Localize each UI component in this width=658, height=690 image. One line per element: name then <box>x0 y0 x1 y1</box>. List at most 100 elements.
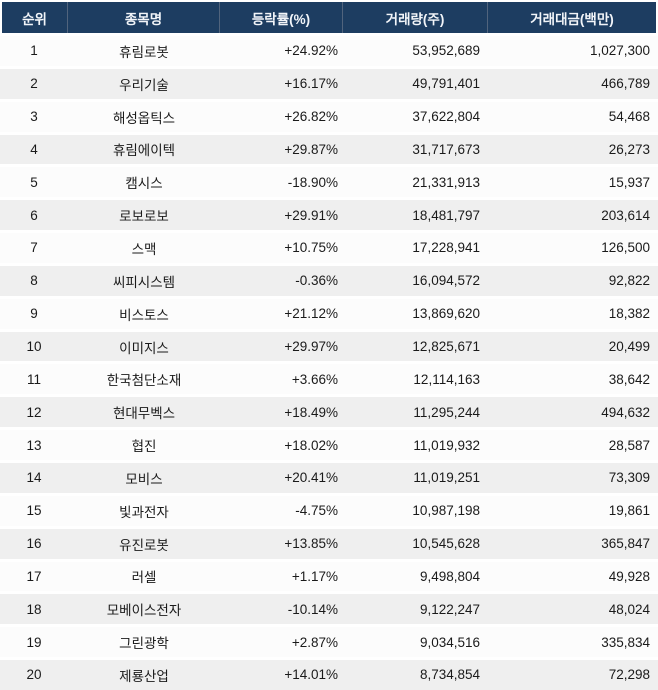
stock-name-cell: 스맥 <box>131 241 157 257</box>
rank-cell: 12 <box>26 404 42 420</box>
table-body: 1 휴림로봇 +24.92% 53,952,689 1,027,300 2 우리… <box>0 36 658 690</box>
rank-cell: 10 <box>26 339 42 355</box>
stock-name-cell: 모베이스전자 <box>106 603 182 619</box>
stock-name-cell: 비스토스 <box>119 307 169 323</box>
volume-cell: 11,295,244 <box>413 404 480 420</box>
trading-value-cell: 126,500 <box>601 240 650 256</box>
rank-cell: 17 <box>26 568 42 584</box>
table-row[interactable]: 11 한국첨단소재 +3.66% 12,114,163 38,642 <box>0 364 658 395</box>
volume-cell: 31,717,673 <box>412 141 480 157</box>
table-row[interactable]: 6 로보로보 +29.91% 18,481,797 203,614 <box>0 200 658 231</box>
trading-value-cell: 48,024 <box>608 601 650 617</box>
volume-cell: 17,228,941 <box>412 240 480 256</box>
table-row[interactable]: 9 비스토스 +21.12% 13,869,620 18,382 <box>0 298 658 329</box>
trading-value-cell: 72,298 <box>608 667 650 683</box>
table-row[interactable]: 14 모비스 +20.41% 11,019,251 73,309 <box>0 462 658 493</box>
change-rate-cell: +26.82% <box>284 109 338 125</box>
table-row[interactable]: 16 유진로봇 +13.85% 10,545,628 365,847 <box>0 528 658 559</box>
table-row[interactable]: 15 빛과전자 -4.75% 10,987,198 19,861 <box>0 495 658 526</box>
stock-name-cell: 휴림에이텍 <box>112 143 176 159</box>
stock-name-cell: 모비스 <box>125 471 163 487</box>
trading-value-cell: 54,468 <box>608 109 650 125</box>
change-rate-cell: +2.87% <box>291 634 338 650</box>
rank-cell: 19 <box>26 634 42 650</box>
trading-value-cell: 20,499 <box>608 339 650 355</box>
change-rate-cell: +29.87% <box>284 141 338 157</box>
rank-cell: 5 <box>30 174 38 190</box>
column-header-rank: 순위 <box>2 2 68 33</box>
table-row[interactable]: 2 우리기술 +16.17% 49,791,401 466,789 <box>0 68 658 99</box>
change-rate-cell: -18.90% <box>287 174 338 190</box>
rank-cell: 6 <box>30 207 38 223</box>
stock-name-cell: 씨피시스템 <box>112 274 176 290</box>
stock-name-cell: 협진 <box>131 439 157 455</box>
table-row[interactable]: 3 해성옵틱스 +26.82% 37,622,804 54,468 <box>0 101 658 132</box>
trading-value-cell: 19,861 <box>608 503 650 519</box>
volume-cell: 9,498,804 <box>419 568 480 584</box>
table-row[interactable]: 12 현대무벡스 +18.49% 11,295,244 494,632 <box>0 397 658 428</box>
rank-cell: 14 <box>26 470 42 486</box>
stock-name-cell: 현대무벡스 <box>112 406 176 422</box>
rank-cell: 9 <box>30 306 38 322</box>
change-rate-cell: +20.41% <box>284 470 338 486</box>
table-row[interactable]: 19 그린광학 +2.87% 9,034,516 335,834 <box>0 627 658 658</box>
change-rate-cell: +1.17% <box>291 568 338 584</box>
trading-value-cell: 28,587 <box>608 437 650 453</box>
table-row[interactable]: 5 캠시스 -18.90% 21,331,913 15,937 <box>0 167 658 198</box>
stock-name-cell: 유진로봇 <box>119 537 169 553</box>
change-rate-cell: +29.97% <box>284 339 338 355</box>
change-rate-cell: +14.01% <box>284 667 338 683</box>
trading-value-cell: 92,822 <box>608 273 650 289</box>
table-row[interactable]: 7 스맥 +10.75% 17,228,941 126,500 <box>0 233 658 263</box>
volume-cell: 13,869,620 <box>412 306 480 322</box>
stock-name-cell: 로보로보 <box>119 209 169 225</box>
column-header-change-rate: 등락률(%) <box>220 2 343 33</box>
table-row[interactable]: 10 이미지스 +29.97% 12,825,671 20,499 <box>0 331 658 362</box>
volume-cell: 9,034,516 <box>419 634 480 650</box>
table-row[interactable]: 13 협진 +18.02% 11,019,932 28,587 <box>0 430 658 460</box>
table-row[interactable]: 17 러셀 +1.17% 9,498,804 49,928 <box>0 561 658 592</box>
change-rate-cell: +18.49% <box>284 404 338 420</box>
rank-cell: 2 <box>30 76 38 92</box>
change-rate-cell: +10.75% <box>284 240 338 256</box>
rank-cell: 4 <box>30 141 38 157</box>
change-rate-cell: +24.92% <box>284 43 338 59</box>
trading-value-cell: 73,309 <box>608 470 650 486</box>
table-row[interactable]: 18 모베이스전자 -10.14% 9,122,247 48,024 <box>0 594 658 625</box>
volume-cell: 16,094,572 <box>412 273 480 289</box>
column-header-trading-value: 거래대금(백만) <box>530 11 614 27</box>
stock-name-cell: 한국첨단소재 <box>106 373 182 389</box>
table-row[interactable]: 4 휴림에이텍 +29.87% 31,717,673 26,273 <box>0 134 658 165</box>
stock-name-cell: 빛과전자 <box>119 504 169 520</box>
volume-cell: 10,545,628 <box>412 536 480 552</box>
change-rate-cell: +29.91% <box>284 207 338 223</box>
trading-value-cell: 466,789 <box>601 76 650 92</box>
column-header-volume: 거래량(주) <box>343 2 488 33</box>
column-header-stock-name: 종목명 <box>68 2 220 33</box>
trading-value-cell: 335,834 <box>601 634 650 650</box>
stock-name-cell: 우리기술 <box>119 77 169 93</box>
trading-value-cell: 49,928 <box>608 568 650 584</box>
stock-name-cell: 해성옵틱스 <box>112 110 176 126</box>
change-rate-cell: -0.36% <box>295 273 338 289</box>
volume-cell: 9,122,247 <box>419 601 480 617</box>
stock-name-cell: 이미지스 <box>119 340 169 356</box>
volume-cell: 53,952,689 <box>412 43 480 59</box>
rank-cell: 15 <box>26 503 42 519</box>
change-rate-cell: +18.02% <box>284 437 338 453</box>
volume-cell: 37,622,804 <box>412 109 480 125</box>
volume-cell: 11,019,932 <box>413 437 480 453</box>
table-row[interactable]: 1 휴림로봇 +24.92% 53,952,689 1,027,300 <box>0 36 658 66</box>
change-rate-cell: +3.66% <box>291 371 338 387</box>
rank-cell: 3 <box>30 109 38 125</box>
volume-cell: 18,481,797 <box>412 207 480 223</box>
stock-name-cell: 휴림로봇 <box>119 44 169 60</box>
table-row[interactable]: 20 제룡산업 +14.01% 8,734,854 72,298 <box>0 660 658 690</box>
table-row[interactable]: 8 씨피시스템 -0.36% 16,094,572 92,822 <box>0 265 658 296</box>
volume-cell: 10,987,198 <box>412 503 480 519</box>
rank-cell: 8 <box>30 273 38 289</box>
trading-value-cell: 1,027,300 <box>589 43 650 59</box>
trading-value-cell: 26,273 <box>608 141 650 157</box>
change-rate-cell: +13.85% <box>284 536 338 552</box>
